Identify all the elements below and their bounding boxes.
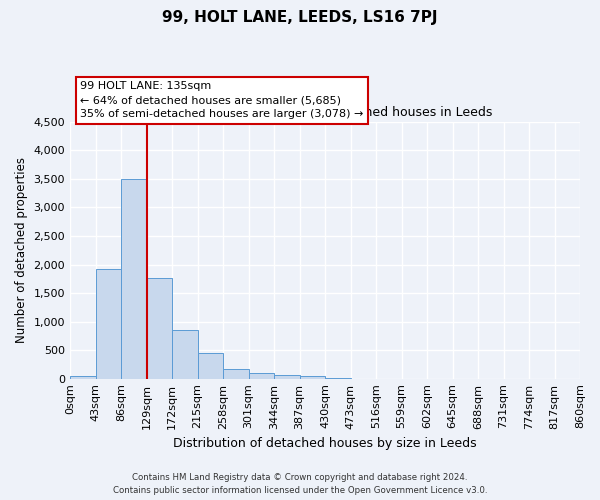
Title: Size of property relative to detached houses in Leeds: Size of property relative to detached ho… [158, 106, 492, 120]
Bar [274, 375, 299, 378]
Bar [248, 373, 274, 378]
Y-axis label: Number of detached properties: Number of detached properties [15, 158, 28, 344]
Bar [70, 376, 95, 378]
Bar [95, 268, 121, 378]
Bar [299, 376, 325, 378]
Bar [197, 353, 223, 378]
Text: Contains HM Land Registry data © Crown copyright and database right 2024.
Contai: Contains HM Land Registry data © Crown c… [113, 474, 487, 495]
Text: 99, HOLT LANE, LEEDS, LS16 7PJ: 99, HOLT LANE, LEEDS, LS16 7PJ [162, 10, 438, 25]
Bar [223, 368, 248, 378]
Text: 99 HOLT LANE: 135sqm
← 64% of detached houses are smaller (5,685)
35% of semi-de: 99 HOLT LANE: 135sqm ← 64% of detached h… [80, 82, 364, 120]
Bar [121, 179, 146, 378]
X-axis label: Distribution of detached houses by size in Leeds: Distribution of detached houses by size … [173, 437, 477, 450]
Bar [172, 330, 197, 378]
Bar [146, 278, 172, 378]
